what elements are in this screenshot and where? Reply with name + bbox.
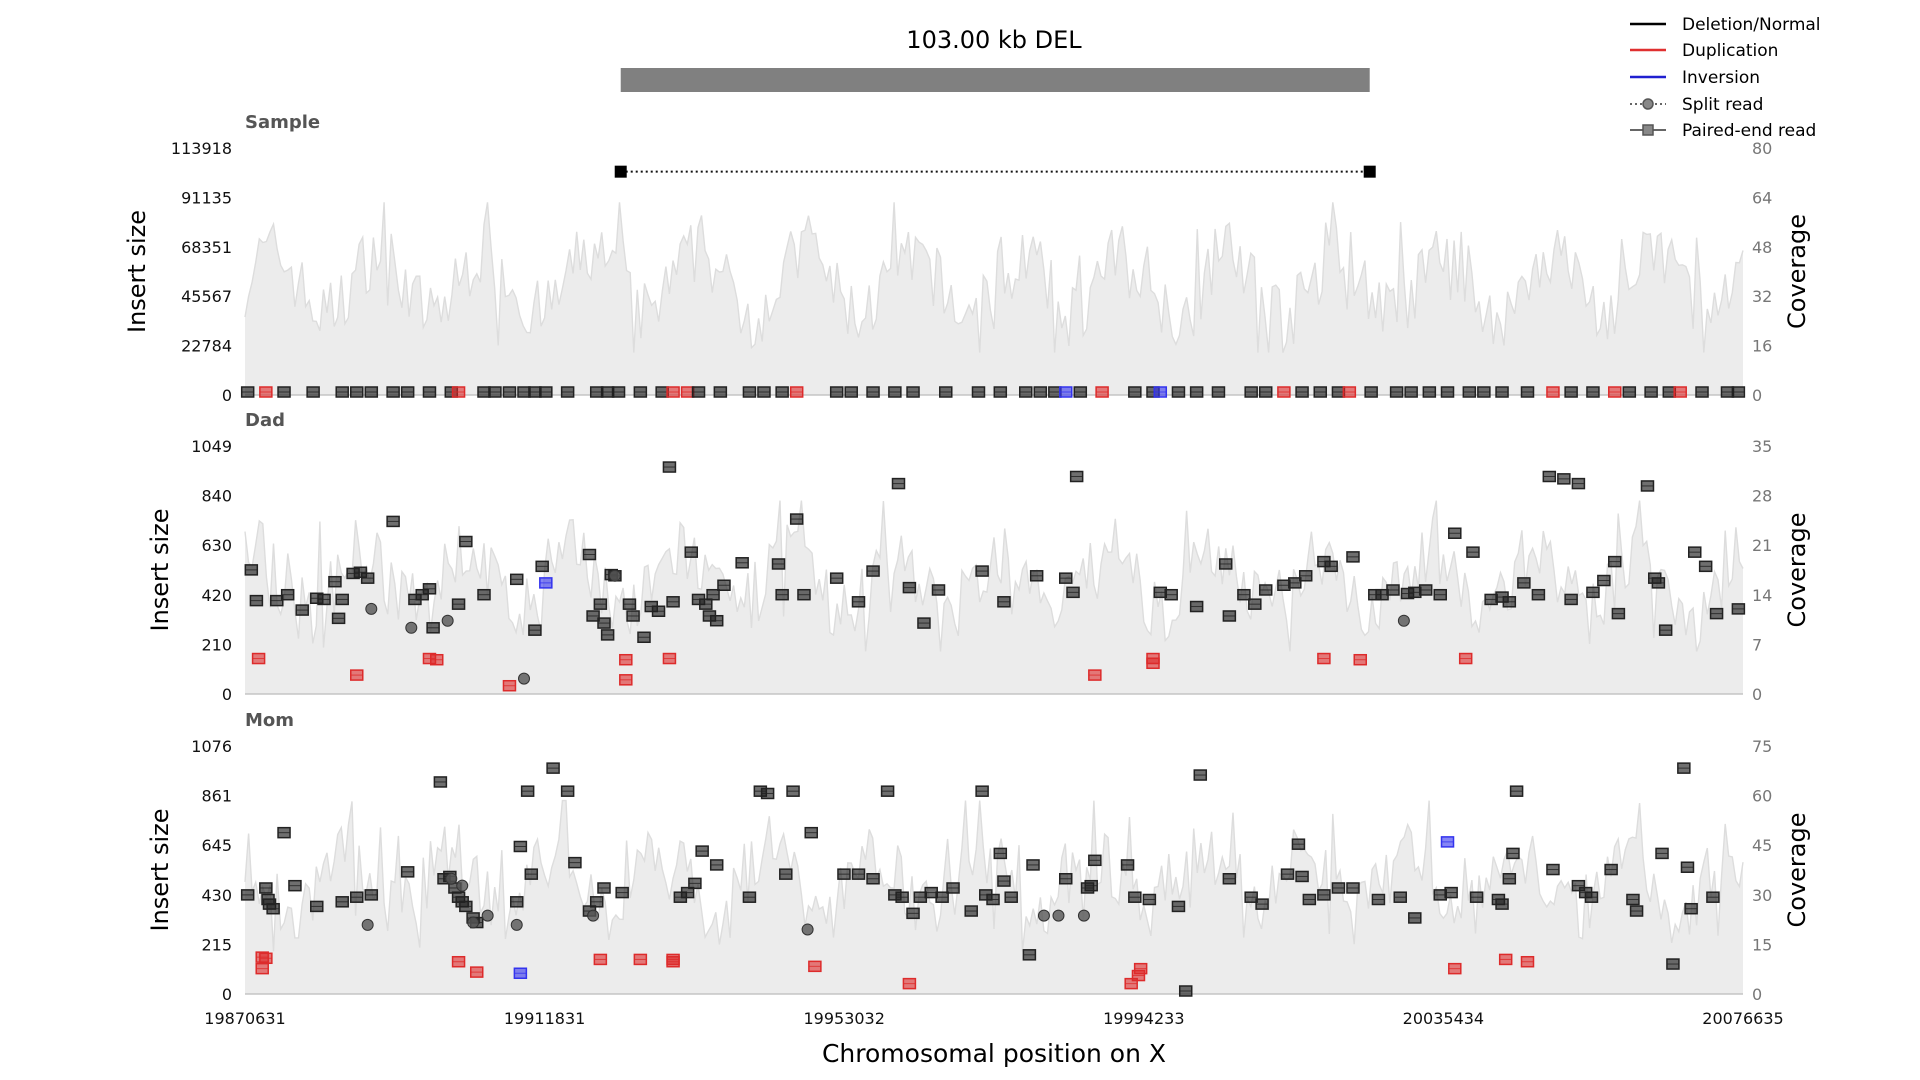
legend-label-paired-end: Paired-end read [1682,121,1816,141]
chart-title: 103.00 kb DEL [906,26,1082,54]
y-tick-label: 630 [201,536,232,555]
y-tick-label: 1076 [191,737,232,756]
y-tick-label: 645 [201,836,232,855]
y-tick-label: 0 [222,386,232,405]
x-tick-label: 19953032 [803,1009,884,1028]
y2-tick-label: 45 [1752,836,1772,855]
split-read-point [445,872,458,885]
y-tick-label: 68351 [181,238,232,257]
y2-tick-label: 80 [1752,139,1772,158]
legend-marker-paired-end [1642,124,1654,136]
legend-label-deletion: Deletion/Normal [1682,15,1821,35]
y-tick-label: 215 [201,935,232,954]
y2-tick-label: 7 [1752,635,1762,654]
y-tick-label: 91135 [181,188,232,207]
y-axis-label: Insert size [146,809,174,932]
y-tick-label: 840 [201,487,232,506]
x-tick-label: 19911831 [504,1009,585,1028]
y-tick-label: 861 [201,787,232,806]
legend-label-duplication: Duplication [1682,41,1778,61]
y2-axis-label: Coverage [1783,513,1811,628]
y2-tick-label: 14 [1752,586,1772,605]
y-tick-label: 0 [222,985,232,1004]
y-tick-label: 45567 [181,287,232,306]
y2-tick-label: 16 [1752,337,1772,356]
panel-title: Mom [245,710,294,731]
panels: Sample 0 22784 45567 68351 91135 113918 0 16 32 48… [123,112,1811,1028]
x-tick-label: 19870631 [204,1009,285,1028]
coverage-line [244,799,1744,952]
y-tick-label: 22784 [181,337,232,356]
y2-tick-label: 64 [1752,188,1772,207]
split-read-point [1077,909,1090,922]
split-read-point [441,614,454,627]
split-read-point [361,918,374,931]
split-read-point [1397,614,1410,627]
y2-tick-label: 21 [1752,536,1772,555]
y2-tick-label: 60 [1752,787,1772,806]
split-read-point [481,909,494,922]
split-read-point [456,879,469,892]
split-read-end [1363,165,1376,178]
y2-tick-label: 15 [1752,935,1772,954]
split-read-point [1037,909,1050,922]
y-tick-label: 210 [201,635,232,654]
y2-tick-label: 0 [1752,985,1762,1004]
panel-title: Sample [245,112,320,133]
y-tick-label: 430 [201,886,232,905]
x-tick-label: 20035434 [1403,1009,1484,1028]
y-tick-label: 0 [222,685,232,704]
y2-tick-label: 0 [1752,685,1762,704]
coverage-area [245,800,1743,994]
split-read-point [405,621,418,634]
split-read-point [1052,909,1065,922]
split-read-point [608,569,621,582]
split-read-point [365,602,378,615]
y-axis-label: Insert size [146,509,174,632]
y2-tick-label: 75 [1752,737,1772,756]
legend-marker-split-read [1642,98,1654,110]
y2-axis-label: Coverage [1783,813,1811,928]
y2-tick-label: 35 [1752,437,1772,456]
legend-label-split-read: Split read [1682,95,1763,115]
split-read-point [801,923,814,936]
y-axis-label: Insert size [123,210,151,333]
coverage-area [245,202,1743,395]
split-read-point [587,909,600,922]
split-read-point [510,918,523,931]
panel-dad: Dad 0 210 420 630 840 1049 0 7 14 21 28 35 Insert siz… [146,410,1811,704]
x-tick-label: 20076635 [1702,1009,1783,1028]
y-tick-label: 113918 [171,139,232,158]
y2-axis-label: Coverage [1783,214,1811,329]
y-tick-label: 420 [201,586,232,605]
legend: Deletion/Normal Duplication Inversion Sp… [1630,15,1821,141]
y2-tick-label: 30 [1752,886,1772,905]
y2-tick-label: 0 [1752,386,1762,405]
coverage-area [245,500,1743,694]
panel-mom: Mom 0 215 430 645 861 1076 0 15 30 45 60 75 Insert si… [146,710,1811,1004]
coverage-line [244,202,1744,353]
y2-tick-label: 48 [1752,238,1772,257]
panel-sample: Sample 0 22784 45567 68351 91135 113918 0 16 32 48… [123,112,1811,405]
y2-tick-label: 28 [1752,487,1772,506]
legend-label-inversion: Inversion [1682,68,1760,88]
y-tick-label: 1049 [191,437,232,456]
y2-tick-label: 32 [1752,287,1772,306]
split-read-end [614,165,627,178]
x-tick-label: 19994233 [1103,1009,1184,1028]
panel-title: Dad [245,410,285,431]
split-read-point [467,916,480,929]
x-axis-label: Chromosomal position on X [822,1039,1166,1068]
variant-bar [620,68,1370,92]
split-read-point [518,672,531,685]
